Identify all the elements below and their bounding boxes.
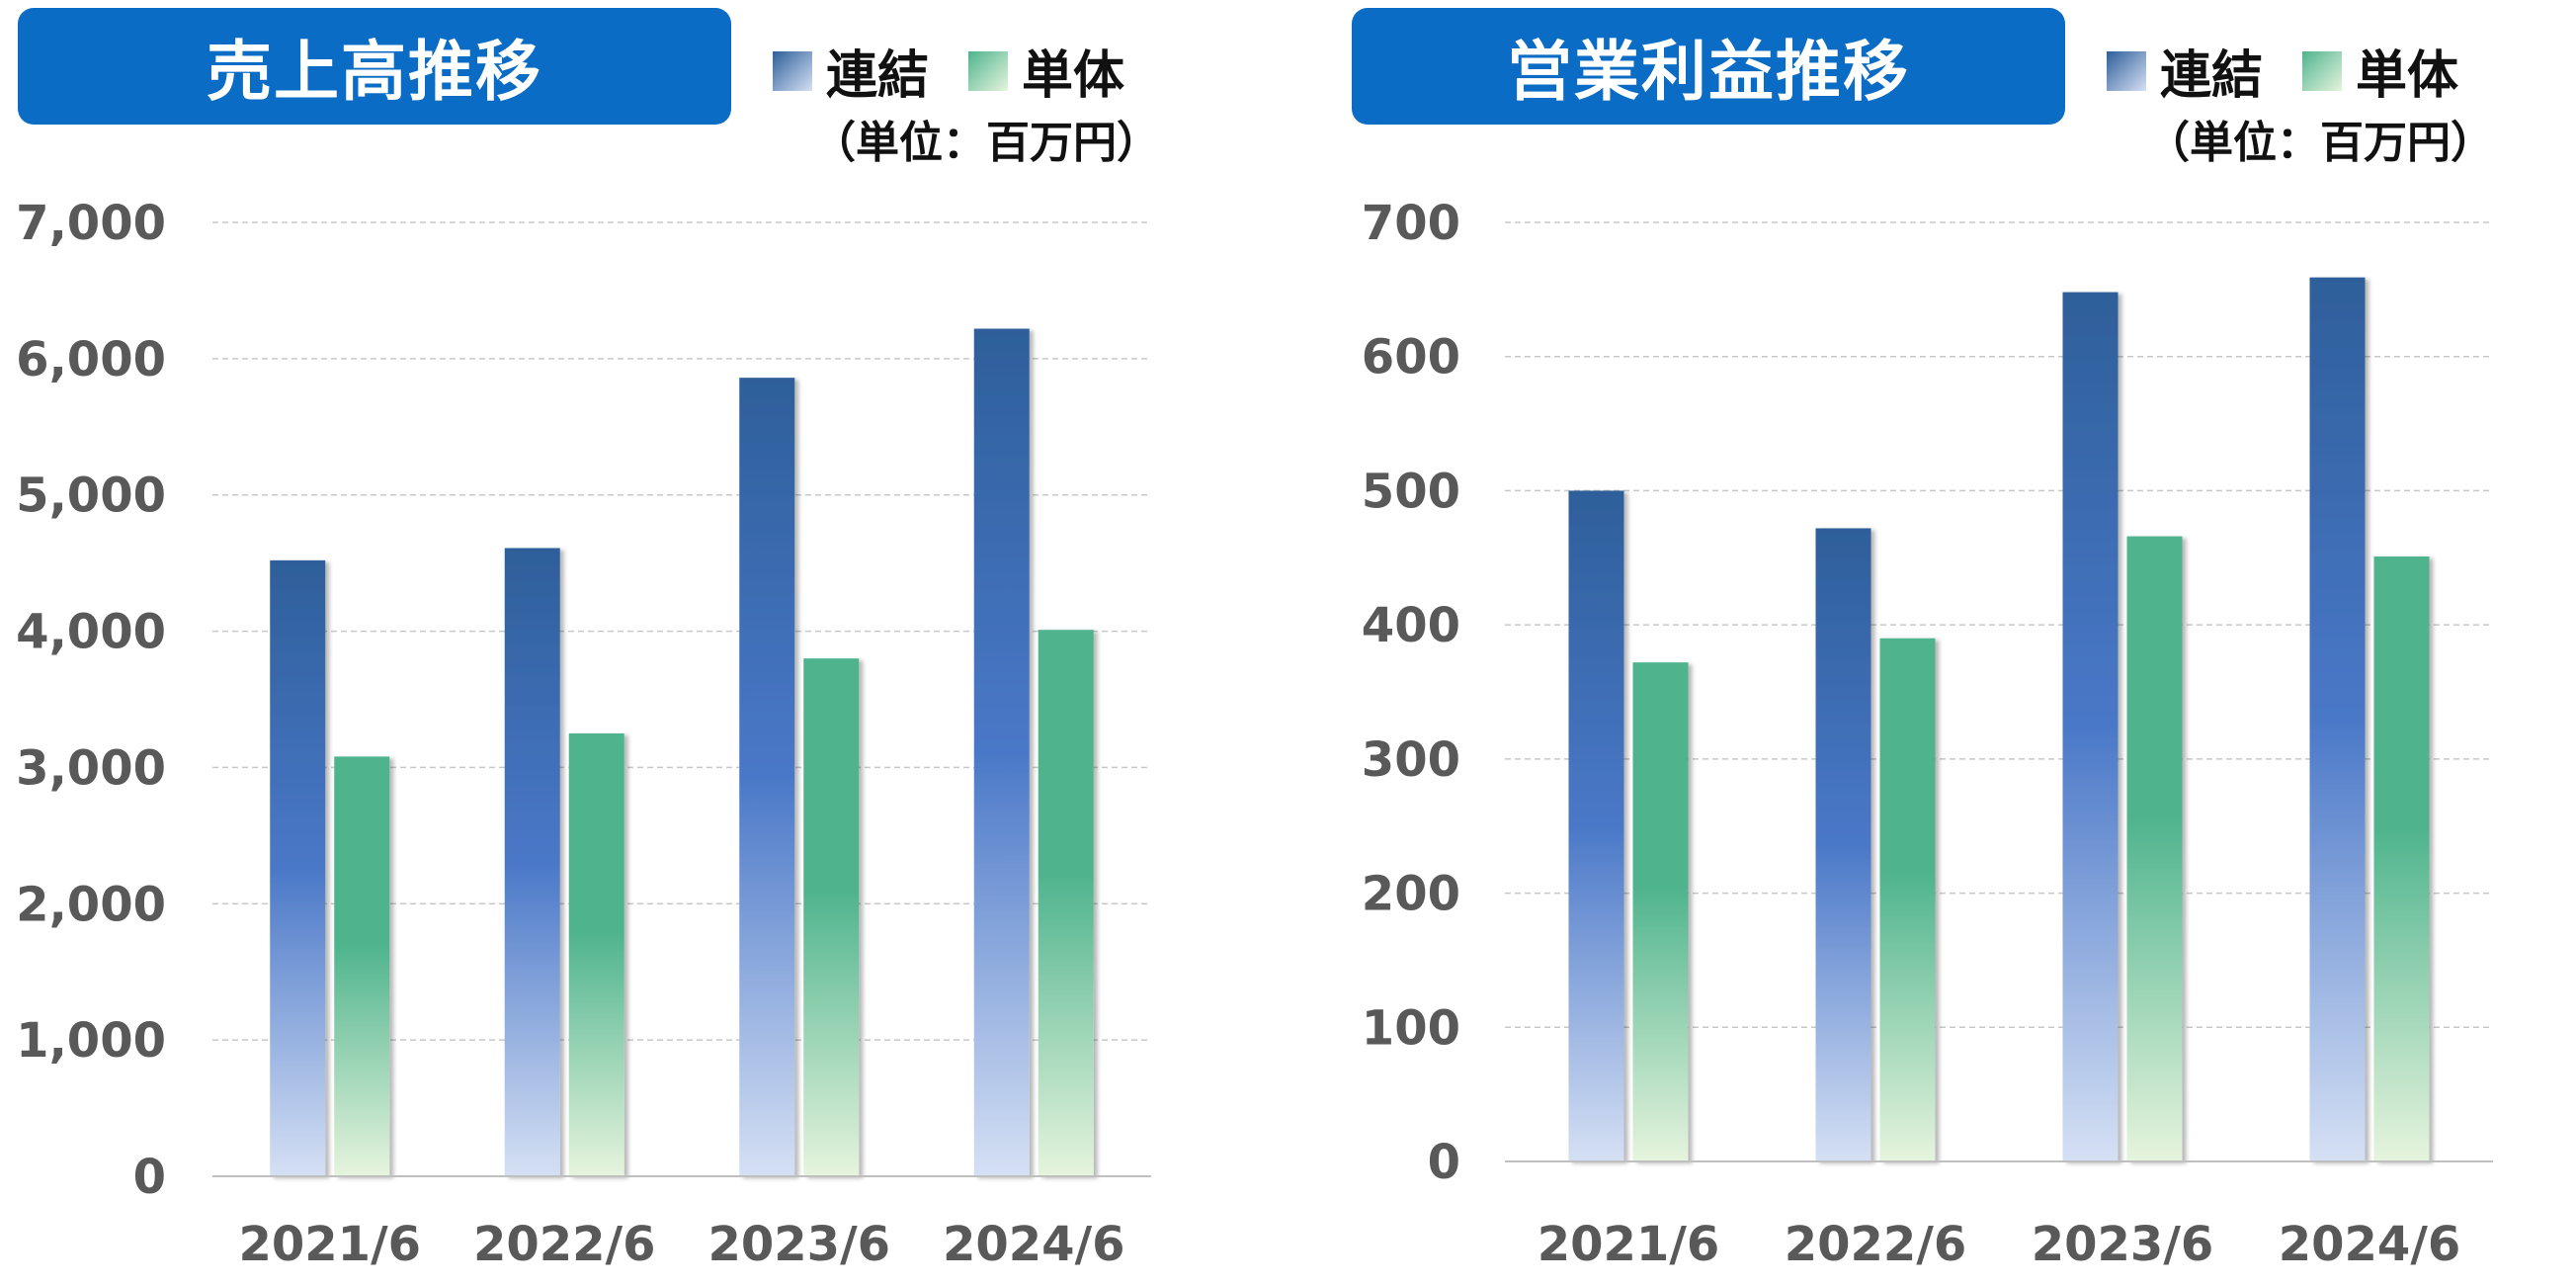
op-legend: 連結 単体: [2107, 34, 2498, 108]
bar-standalone: [2373, 556, 2430, 1161]
bar-standalone: [568, 732, 624, 1176]
y-tick-label: 600: [1362, 330, 1460, 386]
bar-standalone: [1038, 630, 1094, 1176]
sales-chart-title: 売上高推移: [207, 34, 542, 110]
legend-swatch-consolidated: [773, 50, 812, 91]
x-tick-label: 2023/6: [2032, 1217, 2214, 1272]
operating-profit-chart-panel: 営業利益推移 連結 単体 （単位：百万円） 0 100 200 300 400 500 60…: [1334, 0, 2576, 1286]
bar-standalone: [1632, 662, 1689, 1161]
legend-swatch-standalone: [2302, 50, 2343, 91]
sales-legend: 連結 単体: [773, 34, 1164, 108]
x-tick-label: 2024/6: [2279, 1217, 2461, 1272]
bar-standalone: [803, 658, 860, 1176]
y-tick-label: 4,000: [16, 605, 166, 660]
legend-swatch-standalone: [968, 50, 1009, 91]
sales-chart-panel: 売上高推移 連結 単体 （単位：百万円） 0 1,000 2,000 3,000 4,0…: [16, 8, 1164, 1272]
bar-consolidated: [2309, 277, 2366, 1162]
legend-swatch-consolidated: [2107, 50, 2146, 91]
sales-unit-label: （単位：百万円）: [812, 118, 1160, 168]
y-tick-label: 5,000: [16, 469, 166, 524]
y-tick-label: 300: [1362, 732, 1460, 788]
y-tick-label: 1,000: [16, 1013, 166, 1069]
bar-consolidated: [270, 559, 326, 1176]
y-tick-label: 500: [1362, 464, 1460, 519]
op-chart-title: 営業利益推移: [1507, 34, 1910, 110]
bar-consolidated: [1815, 528, 1871, 1161]
bar-consolidated: [739, 378, 795, 1177]
x-tick-label: 2023/6: [707, 1217, 890, 1272]
bar-consolidated: [973, 328, 1030, 1176]
bar-standalone: [1879, 638, 1936, 1161]
op-title-box: 営業利益推移: [1352, 8, 2065, 125]
bar-consolidated: [504, 548, 560, 1176]
bar-standalone: [2126, 536, 2183, 1161]
x-tick-label: 2022/6: [1785, 1217, 1967, 1272]
y-tick-label: 6,000: [16, 332, 166, 387]
legend-label-consolidated: 連結: [826, 46, 930, 106]
bar-consolidated: [2062, 292, 2119, 1162]
y-tick-label: 100: [1362, 1000, 1460, 1056]
op-chart-plot: 0 100 200 300 400 500 600 700 2021/6 2022/6 2023/6…: [1362, 196, 2493, 1272]
sales-title-box: 売上高推移: [18, 8, 731, 125]
legend-label-standalone: 単体: [2356, 46, 2459, 106]
y-tick-label: 0: [1428, 1135, 1460, 1190]
legend-label-standalone: 単体: [1022, 46, 1125, 106]
x-tick-label: 2021/6: [238, 1217, 421, 1272]
legend-item-consolidated: 連結: [773, 34, 929, 108]
y-tick-label: 400: [1362, 598, 1460, 653]
sales-chart-plot: 0 1,000 2,000 3,000 4,000 5,000 6,000 7,000 2021…: [16, 196, 1151, 1272]
legend-item-standalone: 単体: [968, 34, 1124, 108]
x-tick-label: 2021/6: [1537, 1217, 1720, 1272]
y-tick-label: 700: [1362, 196, 1460, 251]
bar-standalone: [334, 756, 390, 1176]
legend-item-standalone: 単体: [2302, 34, 2458, 108]
y-tick-label: 200: [1362, 867, 1460, 922]
y-tick-label: 3,000: [16, 740, 166, 796]
legend-label-consolidated: 連結: [2160, 46, 2264, 106]
y-tick-label: 7,000: [16, 196, 166, 251]
x-tick-label: 2022/6: [473, 1217, 656, 1272]
x-tick-label: 2024/6: [943, 1217, 1125, 1272]
legend-item-consolidated: 連結: [2107, 34, 2263, 108]
y-tick-label: 0: [133, 1150, 166, 1205]
y-tick-label: 2,000: [16, 877, 166, 932]
bar-consolidated: [1568, 490, 1624, 1161]
op-unit-label: （単位：百万円）: [2146, 118, 2494, 168]
